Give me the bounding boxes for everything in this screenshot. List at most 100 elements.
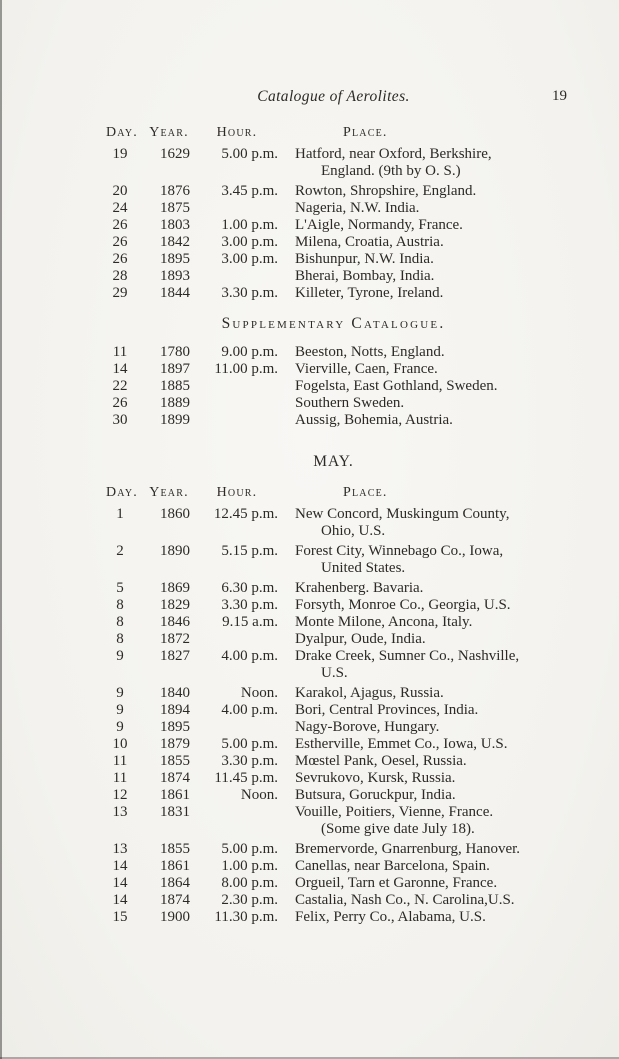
cell-day: 13 [112, 804, 128, 820]
place-line: Beeston, Notts, England. [295, 344, 445, 360]
place-line: Nageria, N.W. India. [295, 200, 420, 216]
cell-place: L'Aigle, Normandy, France. [295, 217, 561, 234]
cell-hour: 3.00 p.m. [221, 234, 278, 250]
cell-place: Dyalpur, Oude, India. [295, 631, 561, 648]
table-row: 9 1840 Noon. Karakol, Ajagus, Russia. [106, 685, 561, 702]
place-line: Felix, Perry Co., Alabama, U.S. [295, 909, 486, 925]
place-line: Castalia, Nash Co., N. Carolina,U.S. [295, 892, 515, 908]
cell-year: 1803 [160, 217, 190, 233]
cell-year: 1897 [160, 361, 190, 377]
cell-day: 30 [112, 412, 128, 428]
cell-year: 1874 [160, 770, 190, 786]
page-title: Catalogue of Aerolites. [257, 88, 410, 105]
cell-hour: 3.30 p.m. [221, 753, 278, 769]
place-line: Aussig, Bohemia, Austria. [295, 412, 453, 428]
cell-place: Rowton, Shropshire, England. [295, 183, 561, 200]
place-line: Southern Sweden. [295, 395, 405, 411]
cell-hour: 3.00 p.m. [221, 251, 278, 267]
cell-place: Hatford, near Oxford, Berkshire, England.… [295, 146, 561, 180]
cell-year: 1855 [160, 753, 190, 769]
place-line: Bori, Central Provinces, India. [295, 702, 479, 718]
cell-day: 26 [112, 217, 128, 233]
place-line: Milena, Croatia, Austria. [295, 234, 444, 250]
table-row: 8 1829 3.30 p.m. Forsyth, Monroe Co., Ge… [106, 597, 561, 614]
cell-place: Forsyth, Monroe Co., Georgia, U.S. [295, 597, 561, 614]
cell-day: 24 [112, 200, 128, 216]
table-row: 26 1803 1.00 p.m. L'Aigle, Normandy, Fra… [106, 217, 561, 234]
column-header-place: Place. [343, 125, 388, 140]
place-line: Hatford, near Oxford, Berkshire, [295, 146, 492, 162]
cell-hour: 9.15 a.m. [222, 614, 278, 630]
cell-year: 1846 [160, 614, 190, 630]
cell-hour [196, 395, 278, 412]
cell-year: 1844 [160, 285, 190, 301]
catalogue-section: MAY. Day. Year. Hour. Place. 1 1860 12.4… [106, 453, 561, 926]
cell-place: Butsura, Goruckpur, India. [295, 787, 561, 804]
table-row: 13 1855 5.00 p.m. Bremervorde, Gnarrenbu… [106, 841, 561, 858]
cell-day: 26 [112, 395, 128, 411]
cell-day: 20 [112, 183, 128, 199]
cell-day: 10 [112, 736, 128, 752]
cell-place: Sevrukovo, Kursk, Russia. [295, 770, 561, 787]
table-row: 9 1895 Nagy-Borove, Hungary. [106, 719, 561, 736]
cell-year: 1893 [160, 268, 190, 284]
cell-day: 14 [112, 858, 128, 874]
cell-place: Vierville, Caen, France. [295, 361, 561, 378]
cell-hour [196, 412, 278, 429]
cell-hour: 11.45 p.m. [214, 770, 278, 786]
cell-place: Forest City, Winnebago Co., Iowa, United … [295, 543, 561, 577]
cell-hour: 1.00 p.m. [221, 858, 278, 874]
column-header-hour: Hour. [216, 125, 258, 140]
place-line: Vouille, Poitiers, Vienne, France. [295, 804, 494, 820]
cell-place: Drake Creek, Sumner Co., Nashville, U.S. [295, 648, 561, 682]
cell-year: 1842 [160, 234, 190, 250]
page-number: 19 [552, 88, 567, 104]
cell-year: 1899 [160, 412, 190, 428]
cell-day: 14 [112, 875, 128, 891]
table-row: 26 1895 3.00 p.m. Bishunpur, N.W. India. [106, 251, 561, 268]
cell-hour: 9.00 p.m. [221, 344, 278, 360]
cell-day: 22 [112, 378, 128, 394]
cell-day: 8 [116, 631, 124, 647]
cell-day: 1 [116, 506, 124, 522]
table-row: 22 1885 Fogelsta, East Gothland, Sweden. [106, 378, 561, 395]
cell-hour: 3.30 p.m. [221, 597, 278, 613]
table-row: 11 1780 9.00 p.m. Beeston, Notts, Englan… [106, 344, 561, 361]
cell-place: Nagy-Borove, Hungary. [295, 719, 561, 736]
cell-place: Nageria, N.W. India. [295, 200, 561, 217]
table-row: 9 1827 4.00 p.m. Drake Creek, Sumner Co.… [106, 648, 561, 682]
cell-day: 9 [116, 648, 124, 664]
table-row: 14 1864 8.00 p.m. Orgueil, Tarn et Garon… [106, 875, 561, 892]
column-header-day: Day. [106, 125, 138, 140]
place-line: U.S. [321, 665, 348, 681]
cell-place: Aussig, Bohemia, Austria. [295, 412, 561, 429]
place-line: Bherai, Bombay, India. [295, 268, 435, 284]
cell-place: Orgueil, Tarn et Garonne, France. [295, 875, 561, 892]
table-row: 26 1842 3.00 p.m. Milena, Croatia, Austr… [106, 234, 561, 251]
cell-place: Southern Sweden. [295, 395, 561, 412]
place-line: Butsura, Goruckpur, India. [295, 787, 456, 803]
place-line: Canellas, near Barcelona, Spain. [295, 858, 490, 874]
cell-year: 1864 [160, 875, 190, 891]
section-rows: 1 1860 12.45 p.m. New Concord, Muskingum… [106, 506, 561, 926]
cell-place: Canellas, near Barcelona, Spain. [295, 858, 561, 875]
cell-hour: 5.00 p.m. [221, 841, 278, 857]
cell-place: Felix, Perry Co., Alabama, U.S. [295, 909, 561, 926]
place-line: Rowton, Shropshire, England. [295, 183, 477, 199]
cell-hour: 4.00 p.m. [221, 702, 278, 718]
cell-place: Bori, Central Provinces, India. [295, 702, 561, 719]
cell-year: 1895 [160, 251, 190, 267]
table-row: 8 1872 Dyalpur, Oude, India. [106, 631, 561, 648]
cell-year: 1890 [160, 543, 190, 559]
cell-day: 26 [112, 251, 128, 267]
cell-hour [196, 631, 278, 648]
cell-year: 1879 [160, 736, 190, 752]
section-heading: Supplementary Catalogue. [221, 315, 446, 332]
place-line: Dyalpur, Oude, India. [295, 631, 426, 647]
catalogue-section: Supplementary Catalogue. 11 1780 9.00 p.… [106, 315, 561, 429]
table-row: 28 1893 Bherai, Bombay, India. [106, 268, 561, 285]
cell-hour: 2.30 p.m. [221, 892, 278, 908]
table-row: 19 1629 5.00 p.m. Hatford, near Oxford, … [106, 146, 561, 180]
place-line: Bishunpur, N.W. India. [295, 251, 434, 267]
cell-year: 1855 [160, 841, 190, 857]
